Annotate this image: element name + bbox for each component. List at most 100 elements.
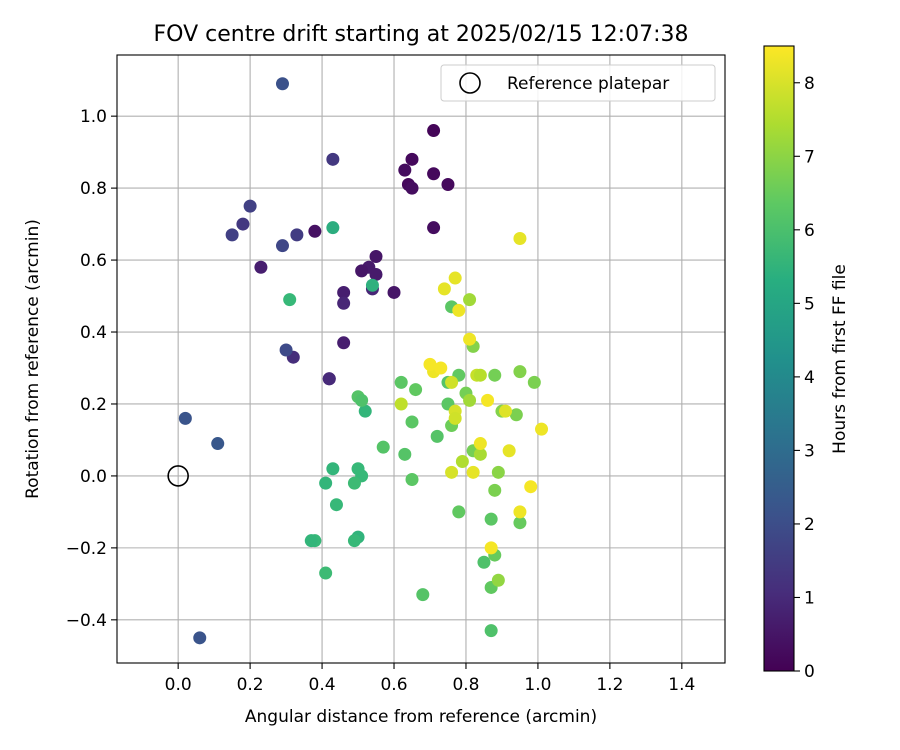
colorbar-tick-label: 7 [804, 147, 815, 167]
data-points [178, 77, 549, 645]
x-tick-label: 0.4 [309, 675, 336, 695]
y-tick-label: 0.2 [80, 395, 107, 415]
reference-platepar-marker [167, 465, 189, 487]
data-point [405, 152, 419, 166]
data-point [405, 415, 419, 429]
colorbar-tick-label: 2 [804, 515, 815, 535]
data-point [405, 473, 419, 487]
data-point [434, 361, 448, 375]
data-point [236, 217, 250, 231]
data-point [225, 228, 239, 242]
plot-frame [116, 54, 726, 664]
data-point [473, 437, 487, 451]
data-point [488, 368, 502, 382]
data-point [322, 372, 336, 386]
data-point [441, 178, 455, 192]
y-tick-label: 0.8 [80, 179, 107, 199]
data-point [337, 296, 351, 310]
y-axis-ticks: −0.4 −0.2 0.0 0.2 0.4 0.6 0.8 1.0 [66, 107, 117, 631]
x-tick-label: 1.4 [668, 675, 695, 695]
colorbar-ticks: 0 1 2 3 4 5 6 7 8 [794, 74, 815, 682]
colorbar-tick-label: 8 [804, 74, 815, 94]
data-point [509, 408, 523, 422]
data-point [513, 505, 527, 519]
data-point [499, 404, 513, 418]
colorbar-tick-label: 0 [804, 662, 815, 682]
data-point [463, 332, 477, 346]
colorbar-tick-label: 6 [804, 221, 815, 241]
data-point [427, 124, 441, 138]
x-tick-label: 1.0 [524, 675, 551, 695]
data-point [452, 505, 466, 519]
data-point [394, 397, 408, 411]
data-point [513, 365, 527, 379]
data-point [466, 465, 480, 479]
data-point [283, 293, 297, 307]
data-point [477, 555, 491, 569]
data-point [405, 181, 419, 195]
y-tick-label: 0.4 [80, 323, 107, 343]
data-point [448, 271, 462, 285]
data-point [387, 285, 401, 299]
data-point [491, 465, 505, 479]
data-point [430, 429, 444, 443]
data-point [398, 447, 412, 461]
data-point [369, 267, 383, 281]
data-point [437, 282, 451, 296]
data-point [365, 278, 379, 292]
legend-box [440, 64, 716, 102]
x-tick-label: 0.2 [237, 675, 264, 695]
data-point [347, 476, 361, 490]
data-point [326, 462, 340, 476]
legend-marker-icon [459, 72, 481, 94]
data-point [254, 260, 268, 274]
y-tick-label: 0.6 [80, 251, 107, 271]
y-axis-label: Rotation from reference (arcmin) [23, 219, 43, 499]
data-point [326, 221, 340, 235]
data-point [275, 77, 289, 91]
data-point [376, 440, 390, 454]
data-point [445, 465, 459, 479]
colorbar: 0 1 2 3 4 5 6 7 8 Hours from first FF file [763, 45, 850, 682]
data-point [423, 357, 437, 371]
data-point [178, 411, 192, 425]
data-point [329, 498, 343, 512]
data-point [279, 343, 293, 357]
data-point [319, 476, 333, 490]
data-point [319, 566, 333, 580]
colorbar-tick-label: 5 [804, 294, 815, 314]
x-tick-label: 0.6 [380, 675, 407, 695]
data-point [463, 293, 477, 307]
colorbar-label: Hours from first FF file [830, 264, 850, 454]
data-point [369, 249, 383, 263]
data-point [193, 631, 207, 645]
data-point [290, 228, 304, 242]
data-point [535, 422, 549, 436]
colorbar-tick-label: 4 [804, 368, 815, 388]
data-point [524, 480, 538, 494]
grid-lines [117, 55, 725, 663]
data-point [427, 221, 441, 235]
x-tick-label: 1.2 [596, 675, 623, 695]
data-point [473, 447, 487, 461]
legend-label: Reference platepar [507, 74, 669, 94]
x-axis-ticks: 0.0 0.2 0.4 0.6 0.8 1.0 1.2 1.4 [165, 663, 695, 695]
data-point [211, 437, 225, 451]
data-point [355, 264, 369, 278]
colorbar-tick-label: 1 [804, 588, 815, 608]
data-point [484, 512, 498, 526]
data-point [398, 163, 412, 177]
data-point [452, 303, 466, 317]
data-point [448, 411, 462, 425]
data-point [513, 516, 527, 530]
data-point [308, 224, 322, 238]
data-point [463, 393, 477, 407]
x-tick-label: 0.0 [165, 675, 192, 695]
data-point [304, 534, 318, 548]
data-point [409, 383, 423, 397]
data-point [502, 444, 516, 458]
y-tick-label: 0.0 [80, 467, 107, 487]
data-point [427, 167, 441, 181]
data-point [355, 393, 369, 407]
